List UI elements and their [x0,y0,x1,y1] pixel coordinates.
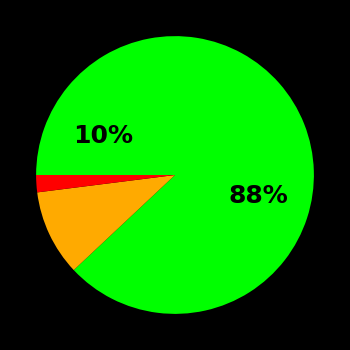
Text: 10%: 10% [73,124,133,148]
Wedge shape [37,175,175,270]
Text: 88%: 88% [229,184,288,208]
Wedge shape [36,36,314,314]
Wedge shape [36,175,175,192]
